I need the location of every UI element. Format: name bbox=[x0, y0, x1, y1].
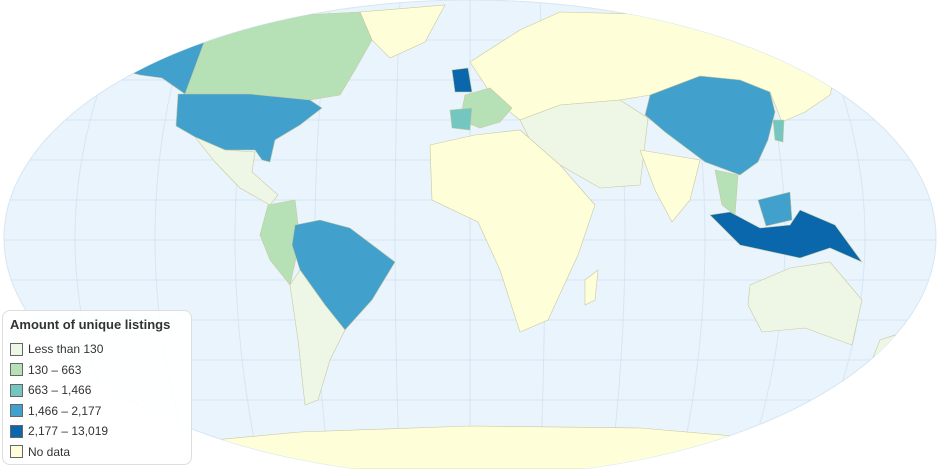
legend-item[interactable]: 663 – 1,466 bbox=[10, 380, 184, 401]
legend-swatch bbox=[10, 383, 23, 397]
legend-item[interactable]: Less than 130 bbox=[10, 339, 184, 360]
region-brazil[interactable] bbox=[291, 219, 396, 331]
legend-label: 130 – 663 bbox=[28, 362, 82, 377]
legend-title: Amount of unique listings bbox=[10, 317, 171, 332]
legend-item[interactable]: 1,466 – 2,177 bbox=[10, 401, 184, 422]
legend-item[interactable]: 2,177 – 13,019 bbox=[10, 421, 184, 442]
region-antarctica[interactable] bbox=[149, 425, 801, 469]
legend-label: 663 – 1,466 bbox=[28, 383, 92, 398]
legend-item[interactable]: 130 – 663 bbox=[10, 360, 184, 381]
legend-swatch bbox=[10, 445, 23, 459]
region-borneo-malaysia[interactable] bbox=[757, 191, 793, 227]
legend-item[interactable]: No data bbox=[10, 442, 184, 463]
region-africa[interactable] bbox=[429, 129, 596, 333]
region-mexico-central-america[interactable] bbox=[194, 136, 279, 206]
legend-swatch bbox=[10, 342, 23, 356]
legend-label: No data bbox=[28, 444, 71, 459]
region-southern-cone[interactable] bbox=[289, 269, 346, 406]
region-korea-japan[interactable] bbox=[772, 119, 785, 143]
region-uk[interactable] bbox=[451, 67, 473, 93]
legend-swatch bbox=[10, 363, 23, 377]
legend-label: Less than 130 bbox=[28, 342, 104, 357]
map-legend: Amount of unique listings Less than 130 … bbox=[2, 310, 192, 465]
legend-label: 1,466 – 2,177 bbox=[28, 403, 102, 418]
region-indonesia[interactable] bbox=[709, 209, 863, 263]
region-madagascar[interactable] bbox=[584, 269, 599, 306]
region-spain[interactable] bbox=[449, 107, 473, 131]
region-india[interactable] bbox=[639, 149, 701, 223]
region-china[interactable] bbox=[644, 75, 776, 176]
legend-swatch bbox=[10, 424, 23, 438]
legend-swatch bbox=[10, 404, 23, 418]
legend-label: 2,177 – 13,019 bbox=[28, 424, 109, 439]
region-canada[interactable] bbox=[177, 11, 373, 101]
region-australia[interactable] bbox=[747, 261, 863, 346]
